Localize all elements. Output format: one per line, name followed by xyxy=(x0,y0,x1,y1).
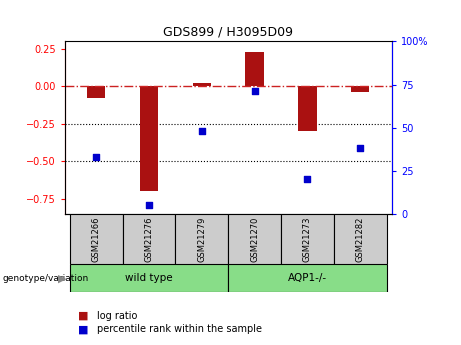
Text: AQP1-/-: AQP1-/- xyxy=(288,273,327,283)
Bar xyxy=(175,214,228,264)
Bar xyxy=(87,86,106,98)
Text: log ratio: log ratio xyxy=(97,311,137,321)
Text: GSM21279: GSM21279 xyxy=(197,216,207,262)
Bar xyxy=(351,86,369,92)
Bar xyxy=(70,264,228,292)
Text: GSM21270: GSM21270 xyxy=(250,216,259,262)
Text: percentile rank within the sample: percentile rank within the sample xyxy=(97,325,262,334)
Text: GSM21273: GSM21273 xyxy=(303,216,312,262)
Text: genotype/variation: genotype/variation xyxy=(2,274,89,283)
Bar xyxy=(298,86,317,131)
Text: GSM21266: GSM21266 xyxy=(92,216,100,262)
Point xyxy=(93,154,100,160)
Point xyxy=(356,146,364,151)
Point xyxy=(304,177,311,182)
Bar xyxy=(228,264,387,292)
Bar xyxy=(245,52,264,86)
Text: ■: ■ xyxy=(78,311,89,321)
Point xyxy=(145,203,153,208)
Text: GSM21276: GSM21276 xyxy=(144,216,154,262)
Bar xyxy=(281,214,334,264)
Bar xyxy=(228,214,281,264)
Point xyxy=(198,128,206,134)
Bar xyxy=(193,83,211,86)
Text: ▶: ▶ xyxy=(58,274,66,284)
Bar xyxy=(70,214,123,264)
Bar xyxy=(123,214,175,264)
Text: wild type: wild type xyxy=(125,273,173,283)
Title: GDS899 / H3095D09: GDS899 / H3095D09 xyxy=(163,26,293,39)
Bar xyxy=(334,214,387,264)
Bar xyxy=(140,86,158,191)
Point xyxy=(251,89,258,94)
Text: GSM21282: GSM21282 xyxy=(356,216,365,262)
Text: ■: ■ xyxy=(78,325,89,334)
